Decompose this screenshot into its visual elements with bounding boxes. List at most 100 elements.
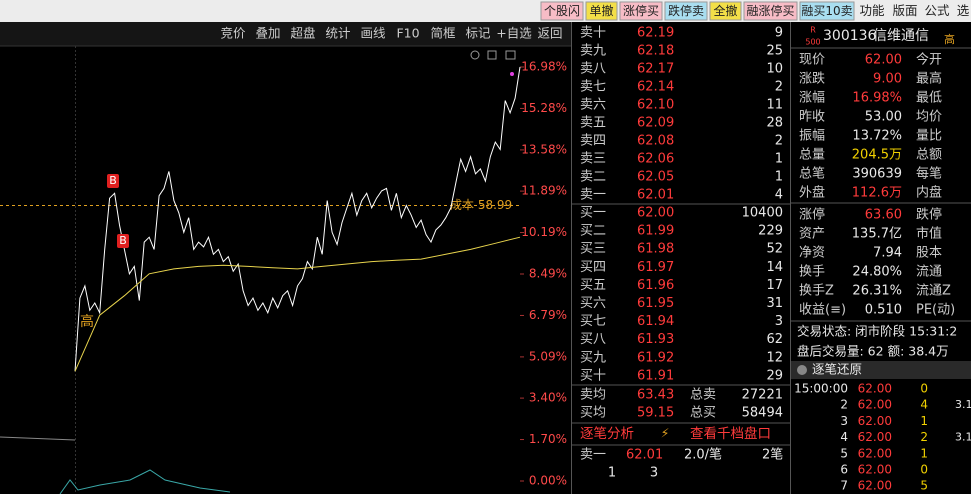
tick-price: 62.00 xyxy=(858,479,892,493)
chart-tool[interactable]: 标记 xyxy=(465,26,491,41)
tick-price: 62.00 xyxy=(858,382,892,396)
book-price: 61.96 xyxy=(637,278,674,293)
chart-tool[interactable]: 画线 xyxy=(360,26,386,41)
stat-value: 53.00 xyxy=(865,110,902,125)
chart-tool[interactable]: +自选 xyxy=(496,26,532,41)
book-label: 卖一 xyxy=(580,188,606,203)
after-hours: 盘后交易量: 62 额: 38.4万 xyxy=(797,344,949,359)
detail-label: 卖一 xyxy=(580,448,606,463)
book-volume: 28 xyxy=(766,116,783,131)
book-price: 61.95 xyxy=(637,296,674,311)
toolbar-button-bg[interactable] xyxy=(585,1,618,21)
stock-code: 300136 xyxy=(823,28,877,44)
menu-item[interactable]: 选 xyxy=(957,3,970,18)
menu-item[interactable]: 功能 xyxy=(859,3,885,18)
toolbar-button[interactable]: 全撤 xyxy=(713,3,737,18)
book-volume: 17 xyxy=(766,278,783,293)
book-volume: 3 xyxy=(775,314,783,329)
toolbar-button[interactable]: 单撤 xyxy=(589,3,613,18)
chart-tool[interactable]: 统计 xyxy=(325,26,350,41)
stat-label: 最高 xyxy=(916,71,942,87)
stat-value: 63.60 xyxy=(865,208,902,223)
link[interactable]: 逐笔分析 xyxy=(580,426,634,442)
stat-value: 9.00 xyxy=(873,72,902,87)
stat-value: 204.5万 xyxy=(852,148,902,163)
stat-label: 总笔 xyxy=(799,166,825,182)
book-volume: 1 xyxy=(775,152,783,167)
stat-value: 135.7亿 xyxy=(852,227,902,242)
stat-label: 量比 xyxy=(916,129,942,144)
y-tick-label: 15.28% xyxy=(521,101,567,115)
summary-value: 59.15 xyxy=(637,406,674,421)
book-price: 62.06 xyxy=(637,152,674,167)
book-price: 61.98 xyxy=(637,242,674,257)
summary-label: 买均 xyxy=(580,406,606,421)
book-price: 62.19 xyxy=(637,26,674,41)
tick-volume: 0 xyxy=(920,463,928,477)
stat-label: 资产 xyxy=(799,227,825,242)
stat-label: 跌停 xyxy=(916,207,942,223)
toolbar-button[interactable]: 涨停买 xyxy=(623,3,659,18)
menu-item[interactable]: 版面 xyxy=(892,3,917,18)
chart-tool[interactable]: 简框 xyxy=(430,26,456,41)
price-line xyxy=(74,66,521,372)
book-label: 买三 xyxy=(580,242,606,257)
book-price: 62.17 xyxy=(637,62,674,77)
toolbar-button[interactable]: 跌停卖 xyxy=(668,3,704,18)
stat-label: 总额 xyxy=(916,148,942,163)
tick-volume: 4 xyxy=(920,398,928,412)
toolbar-button-bg[interactable] xyxy=(743,1,798,21)
book-label: 买九 xyxy=(580,350,606,365)
tick-price: 62.00 xyxy=(858,430,892,444)
chart-tool[interactable]: 竞价 xyxy=(220,26,246,41)
toolbar-button-bg[interactable] xyxy=(540,1,584,21)
toolbar-button[interactable]: 融买10卖 xyxy=(801,4,852,18)
chart-tool[interactable]: 返回 xyxy=(537,26,562,41)
badge: R xyxy=(810,26,816,35)
chart-tool[interactable]: 超盘 xyxy=(290,26,315,41)
book-label: 买七 xyxy=(580,314,606,329)
book-price: 62.09 xyxy=(637,116,674,131)
stat-label: 涨跌 xyxy=(799,71,825,87)
trade-status: 交易状态: 闭市阶段 15:31:2 xyxy=(797,324,957,339)
chart-icons[interactable] xyxy=(470,50,516,60)
summary-label: 总买 xyxy=(690,406,716,421)
book-label: 买五 xyxy=(580,278,606,293)
summary-value: 58494 xyxy=(742,406,783,421)
toolbar-button-bg[interactable] xyxy=(619,1,663,21)
toolbar-button-bg[interactable] xyxy=(709,1,742,21)
book-label: 卖八 xyxy=(580,62,606,77)
chart-tool[interactable]: 叠加 xyxy=(255,26,280,41)
stat-value: 112.6万 xyxy=(852,186,902,201)
ticks-title[interactable]: 逐笔还原 xyxy=(812,362,862,377)
book-price: 62.01 xyxy=(637,188,674,203)
book-volume: 12 xyxy=(766,350,783,365)
book-label: 卖九 xyxy=(580,44,606,59)
stat-label: 均价 xyxy=(916,110,942,125)
stat-label: 流通 xyxy=(916,265,942,280)
stat-label: 现价 xyxy=(799,53,825,68)
toolbar-button[interactable]: 融涨停买 xyxy=(746,3,794,18)
book-volume: 62 xyxy=(766,332,783,347)
book-volume: 229 xyxy=(758,224,783,239)
stat-label: 市值 xyxy=(916,226,942,242)
menu-item[interactable]: 公式 xyxy=(924,3,950,18)
summary-label: 总卖 xyxy=(690,388,716,403)
average-line xyxy=(74,236,521,372)
book-price: 61.91 xyxy=(637,368,674,383)
link[interactable]: 查看千档盘口 xyxy=(690,425,771,442)
book-label: 卖三 xyxy=(580,152,606,167)
stat-label: 涨幅 xyxy=(799,91,825,106)
toolbar-button-bg[interactable] xyxy=(799,1,855,21)
stat-label: 振幅 xyxy=(799,129,825,144)
toolbar-button-bg[interactable] xyxy=(664,1,708,21)
toolbar-button[interactable]: 个股闪 xyxy=(544,4,580,18)
summary-value: 27221 xyxy=(742,388,783,403)
tick-side: 3.17 xyxy=(955,430,971,443)
book-label: 买十 xyxy=(580,368,606,383)
chart-tool[interactable]: F10 xyxy=(396,26,419,41)
book-label: 买一 xyxy=(580,206,606,221)
stat-label: 净资 xyxy=(799,246,825,261)
stat-label: 收益(≡) xyxy=(799,303,846,318)
stat-value: 0.510 xyxy=(865,303,902,318)
